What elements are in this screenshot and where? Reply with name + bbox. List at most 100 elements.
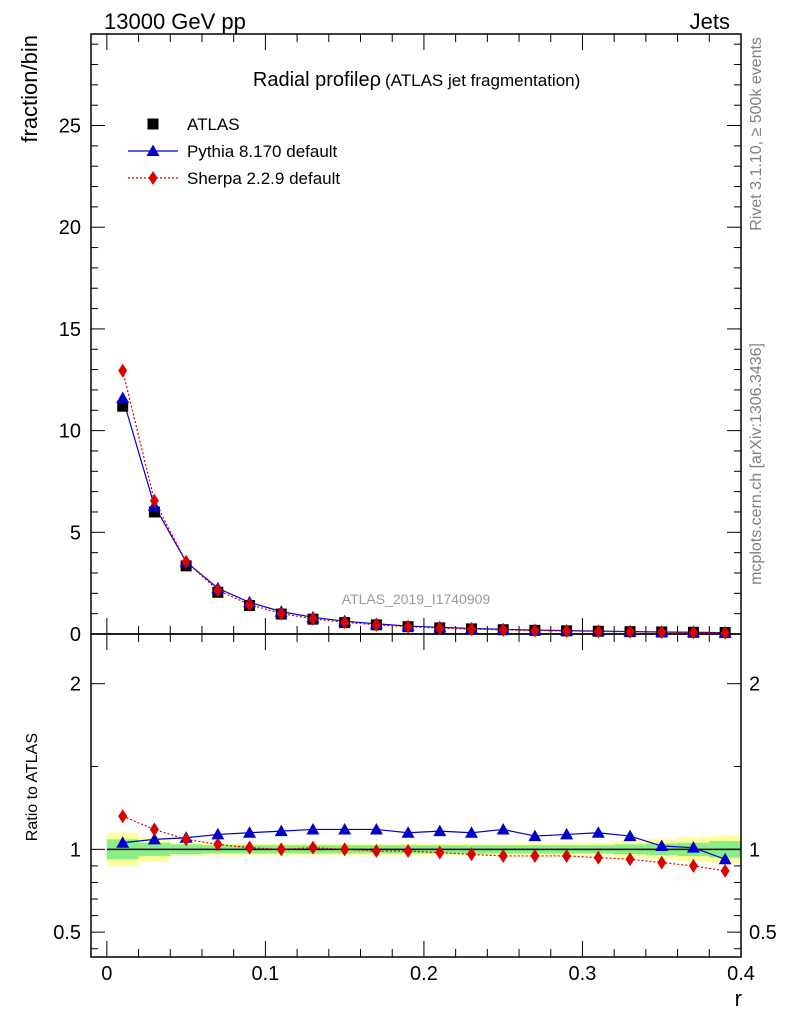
main-panel-series [116,363,732,640]
legend-marker [147,118,159,130]
sherpa-data-point [308,611,318,626]
chart-title-sub: (ATLAS jet fragmentation) [385,71,580,90]
legend-label: Pythia 8.170 default [187,142,338,161]
sherpa-data-point [562,623,572,638]
header-left: 13000 GeV pp [104,9,246,34]
sherpa-data-point [149,493,159,508]
pythia-ratio-point [560,827,574,840]
sherpa-data-point [403,619,413,634]
sherpa-ratio-point [593,850,603,865]
sherpa-data-point [593,624,603,639]
y-tick-label-top: 0 [70,624,81,646]
ratio-line-diamond [122,815,726,872]
pythia-ratio-point [496,822,510,835]
sherpa-ratio-point [181,832,191,847]
sherpa-data-point [530,623,540,638]
sherpa-data-point [371,617,381,632]
sherpa-data-point [181,554,191,569]
sherpa-data-point [435,621,445,636]
pythia-ratio-point [686,841,700,853]
sherpa-data-point [118,363,128,378]
y-tick-label-bottom-right: 2 [749,674,760,696]
pythia-ratio-point [243,826,257,838]
sherpa-ratio-point [435,845,445,860]
ratio-line-triangle [122,828,726,860]
pythia-ratio-point [591,826,605,838]
sherpa-ratio-point [657,855,667,870]
header-right: Jets [690,9,730,34]
sherpa-data-point [625,624,635,639]
y-tick-label-top: 25 [59,116,81,138]
legend-label: ATLAS [187,115,240,134]
sherpa-ratio-point [245,840,255,855]
y-tick-label-top: 10 [59,421,81,443]
pythia-ratio-point [116,836,130,848]
sherpa-ratio-point [276,842,286,857]
sherpa-ratio-point [308,840,318,855]
sherpa-ratio-point [625,852,635,867]
sherpa-ratio-point [149,822,159,837]
pythia-ratio-point [718,852,732,865]
pythia-ratio-point [623,829,637,842]
chart-title-main: Radial profileρ [253,69,381,91]
sherpa-ratio-point [340,842,350,857]
pythia-ratio-point [401,826,415,838]
sherpa-data-point [213,583,223,598]
pythia-ratio-point [655,839,669,852]
x-tick-label: 0.2 [410,963,438,985]
y-tick-label-bottom: 1 [70,839,81,861]
sherpa-ratio-point [530,848,540,863]
sherpa-ratio-point [118,809,128,824]
legend-marker [148,171,158,185]
y-tick-label-bottom-right: 1 [749,839,760,861]
pythia-ratio-point [211,827,225,840]
sherpa-data-point [466,622,476,637]
pythia-ratio-point [306,822,320,835]
sherpa-ratio-point [403,843,413,858]
axis-tick-labels: 0 0.1 0.2 0.3 0.4 0 5 10 15 20 25 0.5 0.5 1 1 2 2 [53,116,777,985]
y-tick-label-top: 15 [59,319,81,341]
y-axis-label-bottom: Ratio to ATLAS [24,733,41,841]
sherpa-ratio-point [371,843,381,858]
sherpa-data-point [276,606,286,621]
x-tick-label: 0.3 [569,963,597,985]
legend: ATLAS Pythia 8.170 default Sherpa 2.2.9 de… [128,115,340,188]
pythia-ratio-point [433,824,447,837]
pythia-ratio-point [274,824,288,837]
x-tick-label: 0.1 [251,963,279,985]
legend-marker [146,144,160,156]
sherpa-ratio-point [720,863,730,878]
pythia-data-point [116,391,130,404]
sherpa-ratio-point [688,858,698,873]
sherpa-data-point [657,625,667,640]
y-tick-label-bottom: 2 [70,674,81,696]
atlas-data-point [148,506,160,518]
legend-label: Sherpa 2.2.9 default [187,169,340,188]
plot-frames [90,33,742,958]
side-label-mcplots: mcplots.cern.ch [arXiv:1306.3436] [748,343,765,585]
atlas-data-point [117,400,129,412]
axis-ticks [91,34,742,957]
sherpa-ratio-point [213,837,223,852]
sherpa-ratio-point [562,848,572,863]
pythia-ratio-point [338,822,352,835]
sherpa-data-point [498,622,508,637]
pythia-ratio-point [147,832,161,845]
ratio-panel-frame [90,633,742,958]
x-axis-label: r [735,986,742,1011]
pythia-ratio-point [528,829,542,842]
sherpa-data-point [720,625,730,640]
x-tick-label: 0.4 [727,963,755,985]
sherpa-data-point [245,597,255,612]
sherpa-ratio-point [498,848,508,863]
analysis-label: ATLAS_2019_I1740909 [342,591,491,607]
sherpa-data-point [340,615,350,630]
sherpa-ratio-point [466,847,476,862]
y-tick-label-bottom-right: 0.5 [749,922,777,944]
sherpa-data-point [688,625,698,640]
pythia-ratio-point [369,822,383,835]
y-axis-label-top: fraction/bin [17,35,42,143]
pythia-ratio-point [464,826,478,838]
ratio-panel-series [106,809,741,878]
